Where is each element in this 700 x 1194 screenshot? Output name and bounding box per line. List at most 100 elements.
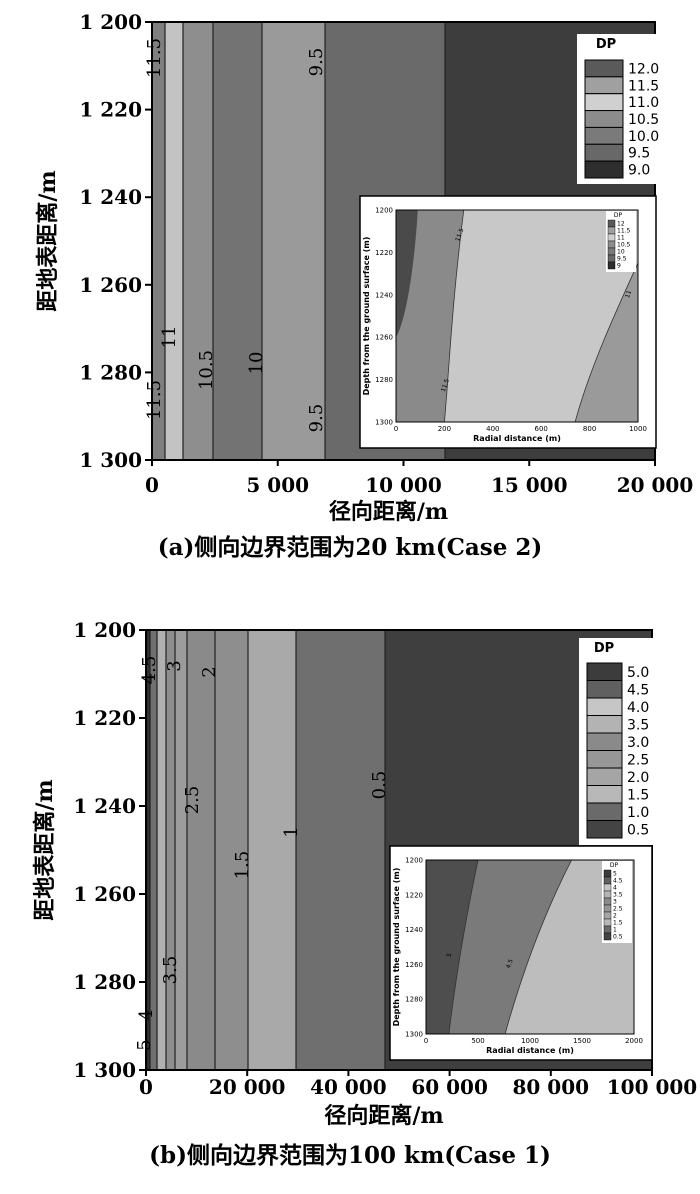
inset-y-tick-label: 1220 bbox=[405, 891, 423, 899]
inset-legend-value: 2 bbox=[613, 913, 617, 920]
legend-value: 0.5 bbox=[627, 822, 649, 838]
inset-legend-swatch bbox=[607, 261, 616, 270]
inset-contour-label: 5 bbox=[446, 952, 454, 958]
contour-label: 11 bbox=[159, 326, 180, 349]
inset-frame bbox=[425, 859, 635, 1035]
y-tick-label: 1 200 bbox=[73, 618, 136, 642]
x-tick-label: 40 000 bbox=[310, 1075, 387, 1099]
legend-value: 2.0 bbox=[627, 770, 649, 786]
contour-band-0 bbox=[146, 630, 150, 1070]
inset-legend-swatch bbox=[603, 890, 612, 899]
inset-y-tick-label: 1260 bbox=[375, 334, 393, 342]
inset-legend-title: DP bbox=[614, 212, 623, 219]
contour-band-1 bbox=[165, 22, 183, 460]
contour-label: 2 bbox=[199, 666, 220, 677]
inset-legend-value: 3 bbox=[613, 899, 617, 906]
contour-band-3 bbox=[166, 630, 175, 1070]
contour-label: 10.5 bbox=[196, 350, 217, 390]
contour-label: 1 bbox=[281, 826, 302, 837]
inset-legend-swatch bbox=[603, 911, 612, 920]
inset-frame bbox=[395, 209, 639, 423]
x-axis-label: 径向距离/m bbox=[329, 499, 448, 525]
inset-y-tick-label: 1300 bbox=[375, 419, 393, 427]
inset-x-tick-label: 800 bbox=[583, 425, 596, 433]
legend-swatch bbox=[586, 715, 623, 734]
legend-swatch bbox=[584, 143, 624, 162]
contour-band-1 bbox=[150, 630, 157, 1070]
inset-x-tick-label: 1500 bbox=[573, 1037, 591, 1045]
inset-legend-value: 11.5 bbox=[617, 228, 631, 235]
contour-label: 10 bbox=[246, 352, 267, 375]
x-tick-label: 0 bbox=[145, 473, 159, 497]
inset-contour-label: 4.5 bbox=[505, 958, 515, 970]
y-tick-label: 1 200 bbox=[79, 10, 142, 34]
legend-swatch bbox=[586, 662, 623, 681]
inset-legend-value: 5 bbox=[613, 871, 617, 878]
inset-x-tick-label: 1000 bbox=[629, 425, 647, 433]
contour-band-0 bbox=[152, 22, 165, 460]
inset-y-axis-label: Depth from the ground surface (m) bbox=[392, 868, 401, 1027]
legend-swatch bbox=[586, 680, 623, 699]
y-tick-label: 1 220 bbox=[79, 98, 142, 122]
y-axis-label: 距地表距离/m bbox=[35, 170, 61, 311]
inset-legend-swatch bbox=[607, 233, 616, 242]
x-tick-label: 20 000 bbox=[209, 1075, 286, 1099]
legend-value: 12.0 bbox=[628, 61, 659, 77]
contour-label: 3 bbox=[164, 660, 185, 671]
legend-value: 11.0 bbox=[628, 95, 659, 111]
inset-x-tick-label: 2000 bbox=[625, 1037, 643, 1045]
x-tick-label: 5 000 bbox=[246, 473, 309, 497]
inset-y-tick-label: 1280 bbox=[375, 376, 393, 384]
legend-value: 10.5 bbox=[628, 112, 659, 128]
legend-title: DP bbox=[594, 641, 614, 656]
inset-y-tick-label: 1240 bbox=[405, 926, 423, 934]
legend-swatch bbox=[586, 802, 623, 821]
contour-band-2 bbox=[183, 22, 213, 460]
contour-band-5 bbox=[187, 630, 215, 1070]
y-tick-label: 1 300 bbox=[79, 448, 142, 472]
inset-legend-value: 4 bbox=[613, 885, 617, 892]
legend-swatch bbox=[586, 767, 623, 786]
legend-swatch bbox=[586, 785, 623, 804]
x-tick-label: 20 000 bbox=[617, 473, 694, 497]
x-tick-label: 80 000 bbox=[513, 1075, 590, 1099]
inset-legend-swatch bbox=[607, 254, 616, 263]
inset-legend-swatch bbox=[603, 925, 612, 934]
x-tick-label: 0 bbox=[139, 1075, 153, 1099]
y-tick-label: 1 260 bbox=[73, 882, 136, 906]
inset-legend-swatch bbox=[603, 932, 612, 941]
inset-x-tick-label: 0 bbox=[394, 425, 398, 433]
inset-legend-swatch bbox=[607, 247, 616, 256]
contour-band-4 bbox=[175, 630, 187, 1070]
inset-x-tick-label: 400 bbox=[486, 425, 499, 433]
inset-x-tick-label: 200 bbox=[438, 425, 451, 433]
inset-legend-value: 11 bbox=[617, 235, 625, 242]
legend-swatch bbox=[584, 110, 624, 128]
panel-caption: (b)侧向边界范围为100 km(Case 1) bbox=[149, 1142, 551, 1169]
legend-value: 2.5 bbox=[627, 752, 649, 768]
inset-legend-title: DP bbox=[610, 862, 619, 869]
legend-swatch bbox=[584, 126, 624, 145]
y-tick-label: 1 280 bbox=[73, 970, 136, 994]
contour-label: 1.5 bbox=[232, 851, 253, 880]
inset-region-dark bbox=[396, 210, 418, 338]
inset-legend-value: 4.5 bbox=[613, 878, 623, 885]
legend-swatch bbox=[586, 750, 623, 769]
contour-band-3 bbox=[213, 22, 262, 460]
x-tick-label: 10 000 bbox=[365, 473, 442, 497]
legend-value: 3.0 bbox=[627, 735, 649, 751]
inset-legend-swatch bbox=[603, 918, 612, 927]
y-tick-label: 1 300 bbox=[73, 1058, 136, 1082]
inset-legend-swatch bbox=[603, 883, 612, 892]
inset-x-tick-label: 600 bbox=[535, 425, 548, 433]
contour-label: 4.5 bbox=[139, 656, 160, 685]
inset-legend-swatch bbox=[603, 904, 612, 913]
inset-legend-value: 9.5 bbox=[617, 256, 627, 263]
y-tick-label: 1 240 bbox=[73, 794, 136, 818]
inset-contour-label: 11 bbox=[624, 289, 633, 299]
contour-band-2 bbox=[157, 630, 166, 1070]
inset-y-tick-label: 1220 bbox=[375, 249, 393, 257]
